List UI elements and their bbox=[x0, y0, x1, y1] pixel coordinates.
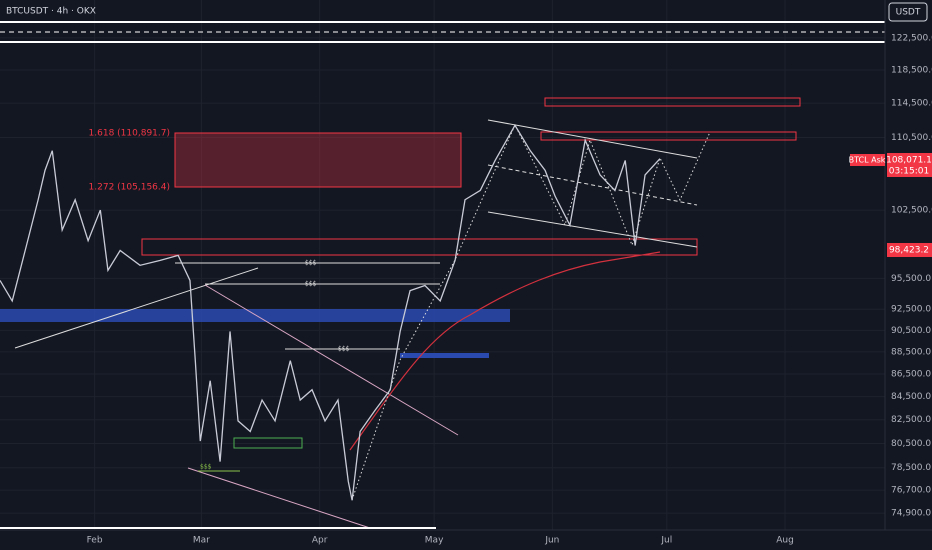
level-tag: 98,423.2 bbox=[889, 246, 929, 256]
projection bbox=[351, 123, 711, 501]
y-tick-label: 114,500.0 bbox=[891, 99, 932, 109]
grid bbox=[0, 0, 885, 530]
y-tick-label: 118,500.0 bbox=[891, 65, 932, 75]
x-tick-label: Jul bbox=[660, 536, 672, 546]
last-price: 108,071.1 bbox=[886, 156, 932, 166]
price-tag bbox=[887, 153, 932, 177]
y-tick-label: 80,500.0 bbox=[891, 439, 931, 449]
y-tick-label: 86,500.0 bbox=[891, 370, 931, 380]
x-tick-label: May bbox=[425, 536, 444, 546]
liquidity-label: $$$ bbox=[338, 346, 350, 353]
channel-line bbox=[487, 119, 698, 159]
trendline bbox=[14, 267, 259, 349]
price-scale bbox=[885, 0, 932, 550]
channel-line bbox=[487, 211, 698, 248]
y-tick-label: 82,500.0 bbox=[891, 415, 931, 425]
trendline bbox=[204, 284, 459, 436]
y-tick-label: 84,500.0 bbox=[891, 392, 931, 402]
price-tag bbox=[887, 243, 932, 257]
y-tick-label: 110,500.0 bbox=[891, 133, 932, 143]
y-tick-label: 76,700.0 bbox=[891, 486, 931, 496]
countdown: 03:15:01 bbox=[889, 167, 929, 177]
zone bbox=[141, 238, 698, 256]
zone bbox=[540, 131, 797, 141]
trendline bbox=[187, 467, 371, 529]
demand-zone bbox=[400, 353, 489, 358]
x-tick-label: Jun bbox=[544, 536, 559, 546]
liquidity-label: $$$ bbox=[305, 260, 317, 267]
ask-tag: BTCL Ask bbox=[849, 156, 886, 165]
y-tick-label: 122,500.0 bbox=[891, 33, 932, 43]
channel-line bbox=[487, 164, 698, 206]
y-tick-label: 78,500.0 bbox=[891, 463, 931, 473]
y-tick-label: 102,500.0 bbox=[891, 206, 932, 216]
liquidity-label: $$$ bbox=[200, 464, 212, 471]
currency-button[interactable] bbox=[888, 2, 928, 22]
liquidity-label: $$$ bbox=[305, 281, 317, 288]
zone bbox=[544, 97, 801, 107]
fib-label: 1.618 (110,891.7) bbox=[89, 129, 170, 139]
drawings: 1.618 (110,891.7) 1.272 (105,156.4) $$$ … bbox=[0, 21, 885, 529]
currency[interactable]: USDT bbox=[896, 8, 921, 18]
price-line bbox=[0, 124, 661, 501]
y-tick-label: 92,500.0 bbox=[891, 305, 931, 315]
zone bbox=[233, 437, 303, 449]
x-tick-label: Apr bbox=[312, 536, 328, 546]
moving-average bbox=[349, 251, 661, 451]
y-tick-label: 90,500.0 bbox=[891, 326, 931, 336]
y-tick-label: 88,500.0 bbox=[891, 347, 931, 357]
price-tag bbox=[850, 154, 885, 166]
x-tick-label: Aug bbox=[776, 536, 794, 546]
demand-zone bbox=[0, 309, 510, 322]
fib-label: 1.272 (105,156.4) bbox=[89, 183, 170, 193]
y-tick-label: 74,900.0 bbox=[891, 509, 931, 519]
chart-title: BTCUSDT · 4h · OKX bbox=[6, 7, 96, 17]
x-tick-label: Feb bbox=[87, 536, 103, 546]
fib-zone bbox=[174, 132, 462, 188]
x-tick-label: Mar bbox=[193, 536, 210, 546]
y-tick-label: 95,500.0 bbox=[891, 274, 931, 284]
